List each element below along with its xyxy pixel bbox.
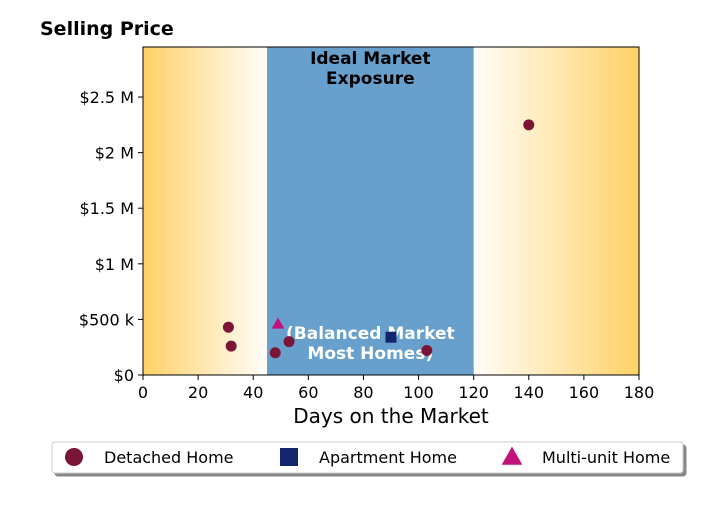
x-axis: 0 20 40 60 80 100 120 140 160 180 (138, 375, 654, 402)
data-point (523, 119, 535, 131)
data-point (283, 336, 295, 348)
y-tick-label: $0 (114, 366, 134, 385)
data-point (222, 321, 234, 333)
data-point (271, 317, 285, 329)
data-points (222, 119, 535, 359)
data-point (269, 347, 281, 359)
zone-subtitle-line: (Balanced Market (286, 324, 455, 344)
x-tick-label: 100 (403, 383, 434, 402)
x-tick-label: 60 (298, 383, 318, 402)
x-tick-label: 20 (188, 383, 208, 402)
legend-label: Multi-unit Home (542, 448, 670, 467)
x-tick-label: 40 (243, 383, 263, 402)
data-point (385, 331, 397, 343)
x-tick-label: 80 (353, 383, 373, 402)
x-tick-label: 120 (458, 383, 489, 402)
x-tick-label: 180 (624, 383, 655, 402)
legend-label: Apartment Home (319, 448, 457, 467)
zone-1 (267, 47, 474, 375)
x-tick-label: 140 (514, 383, 545, 402)
plot-frame (142, 46, 640, 376)
y-tick-label: $1.5 M (79, 199, 134, 218)
x-axis-title: Days on the Market (293, 404, 489, 428)
legend: Detached Home Apartment Home Multi-unit Ho… (51, 441, 684, 474)
y-tick-label: $2 M (95, 144, 134, 163)
data-point (225, 340, 237, 352)
y-tick-label: $1 M (95, 255, 134, 274)
legend-box (51, 441, 684, 474)
zone-2 (473, 47, 639, 375)
legend-marker (501, 446, 523, 465)
zone-title-line: Ideal Market (310, 49, 431, 69)
x-tick-label: 160 (569, 383, 600, 402)
legend-marker (280, 448, 298, 466)
background-zones (143, 47, 639, 375)
y-tick-label: $2.5 M (79, 88, 134, 107)
zone-0 (143, 47, 267, 375)
zone-subtitle-line: Most Homes) (307, 344, 433, 364)
data-point (421, 345, 433, 357)
legend-marker (65, 448, 83, 466)
legend-label: Detached Home (104, 448, 234, 467)
x-tick-label: 0 (138, 383, 148, 402)
zone-title-line: Exposure (326, 69, 415, 89)
y-axis: $0 $500 k $1 M $1.5 M $2 M $2.5 M (79, 88, 143, 385)
y-axis-title: Selling Price (40, 18, 174, 40)
y-tick-label: $500 k (79, 310, 135, 329)
